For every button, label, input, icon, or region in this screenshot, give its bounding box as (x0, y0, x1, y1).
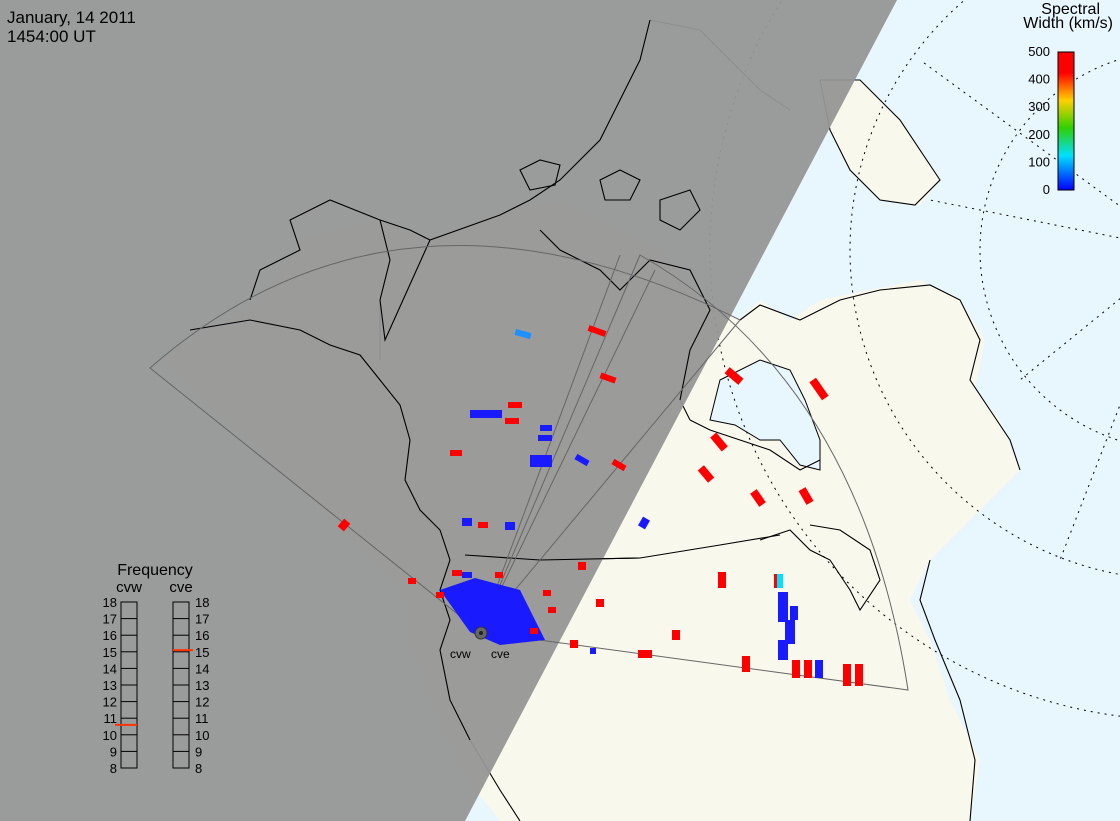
echo-cell (587, 325, 607, 337)
echo-cell (790, 606, 798, 620)
echo-cell (672, 630, 680, 640)
frequency-tick-label: 13 (103, 678, 117, 693)
echo-cell (470, 410, 502, 418)
echo-cell (505, 418, 519, 424)
frequency-panel: Frequency cvw cve 1817161514131211109818… (103, 562, 210, 776)
echo-cell (599, 372, 617, 384)
frequency-tick-label: 14 (103, 661, 117, 676)
colorbar-title-line2: Width (km/s) (1023, 15, 1113, 32)
backscatter-echoes (337, 325, 863, 686)
echo-cell (718, 572, 726, 588)
frequency-tick-label: 9 (110, 744, 117, 759)
echo-cell (855, 664, 863, 686)
echo-cell (514, 329, 532, 339)
night-region (0, 0, 897, 821)
frequency-tick-label: 15 (195, 645, 209, 660)
frequency-tick-label: 14 (195, 661, 209, 676)
radar-site-marker-center (479, 631, 483, 635)
frequency-title: Frequency (117, 562, 193, 579)
echo-cell (638, 516, 650, 530)
echo-cell (792, 660, 800, 678)
frequency-tick-label: 16 (195, 628, 209, 643)
echo-cell (548, 607, 556, 613)
colorbar-tick-label: 400 (1028, 72, 1050, 87)
echo-cell (611, 458, 627, 472)
echo-cell (478, 522, 488, 528)
header-time: 1454:00 UT (7, 27, 96, 46)
echo-cell (530, 628, 538, 634)
site-label-cve: cve (491, 647, 510, 661)
echo-cell (742, 656, 750, 672)
colorbar-tick-label: 0 (1043, 182, 1050, 197)
echo-cell (798, 487, 814, 505)
frequency-tick-label: 17 (195, 612, 209, 627)
echo-cell (436, 592, 444, 598)
colorbar-gradient (1057, 51, 1075, 191)
hudson-bay (709, 359, 821, 471)
frequency-tick-label: 10 (195, 728, 209, 743)
echo-cell (505, 522, 515, 530)
echo-cell (450, 450, 462, 456)
frequency-tick-label: 10 (103, 728, 117, 743)
echo-cell (543, 590, 551, 596)
echo-cell (495, 572, 503, 578)
colorbar-tick-label: 300 (1028, 99, 1050, 114)
echo-cell (777, 574, 783, 588)
near-range-echo-cluster (440, 578, 545, 645)
colorbar-tick-label: 500 (1028, 44, 1050, 59)
echo-cell (530, 455, 552, 467)
site-label-cvw: cvw (450, 647, 471, 661)
echo-cell (778, 592, 788, 622)
colorbar-ticks: 500 400 300 200 100 0 (1028, 44, 1050, 197)
frequency-label-cve: cve (169, 579, 192, 596)
echo-cell (540, 425, 552, 431)
echo-cell (462, 518, 472, 526)
frequency-tick-label: 9 (195, 744, 202, 759)
echo-cell (809, 377, 829, 401)
frequency-tick-label: 18 (195, 595, 209, 610)
frequency-tick-label: 17 (103, 612, 117, 627)
echo-cell (785, 620, 795, 644)
echo-cell (462, 572, 472, 578)
echo-cell (570, 640, 578, 648)
frequency-tick-label: 12 (103, 695, 117, 710)
frequency-tick-label: 13 (195, 678, 209, 693)
echo-cell (408, 578, 416, 584)
frequency-tick-label: 8 (110, 761, 117, 776)
echo-cell (596, 599, 604, 607)
colorbar-tick-label: 100 (1028, 154, 1050, 169)
echo-cell (843, 664, 851, 686)
frequency-tick-label: 8 (195, 761, 202, 776)
echo-cell (578, 562, 586, 570)
echo-cell (508, 402, 522, 408)
frequency-tick-label: 11 (104, 711, 118, 726)
lat-lon-grid (709, 0, 1120, 717)
colorbar: Spectral Width (km/s) 500 400 300 200 100 0 (1023, 1, 1113, 197)
echo-cell (574, 453, 590, 467)
echo-cell (337, 518, 351, 532)
echo-cell (804, 660, 812, 678)
frequency-tick-label: 15 (103, 645, 117, 660)
frequency-tick-label: 11 (195, 711, 209, 726)
frequency-tick-label: 12 (195, 695, 209, 710)
colorbar-title-line1: Spectral (1041, 1, 1100, 18)
frequency-label-cvw: cvw (116, 579, 142, 596)
echo-cell (710, 432, 728, 452)
echo-cell (638, 650, 652, 658)
echo-cell (697, 465, 715, 483)
frequency-tick-label: 18 (103, 595, 117, 610)
echo-cell (452, 570, 462, 576)
header-date: January, 14 2011 (7, 8, 136, 27)
echo-cell (750, 489, 766, 507)
radar-fov (149, 245, 909, 691)
echo-cell (778, 640, 788, 660)
echo-cell (538, 435, 552, 441)
echo-cell (590, 648, 596, 654)
frequency-tick-label: 16 (103, 628, 117, 643)
colorbar-tick-label: 200 (1028, 127, 1050, 142)
echo-cell (724, 367, 744, 385)
echo-cell (815, 660, 823, 678)
